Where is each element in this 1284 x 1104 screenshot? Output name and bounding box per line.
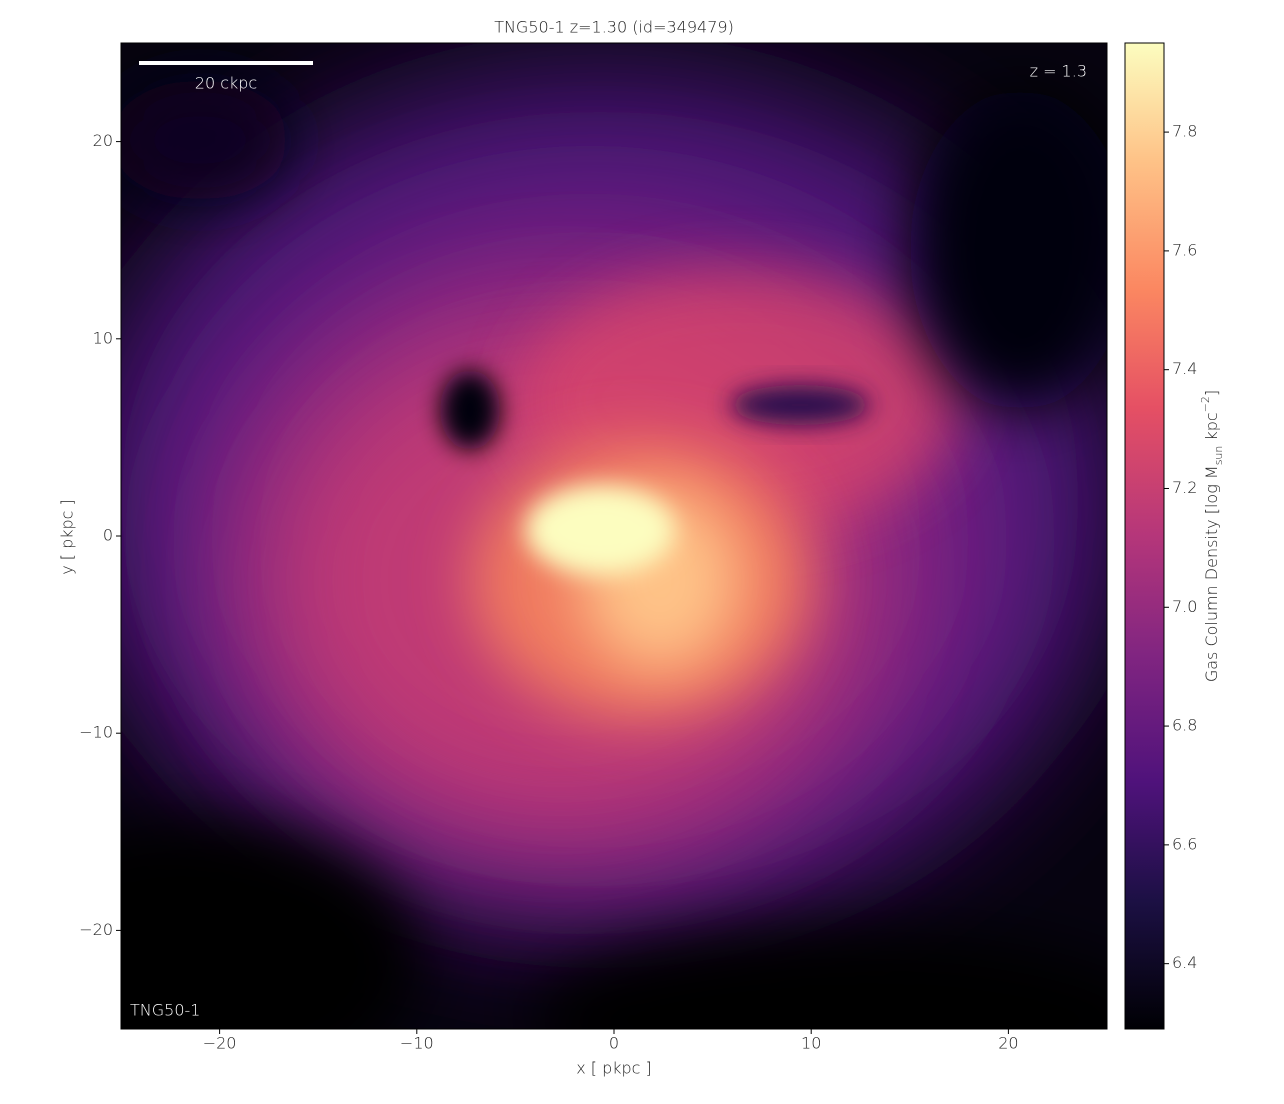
colorbar-tick-label: 7.6	[1172, 240, 1197, 259]
colorbar-tick-label: 6.6	[1172, 834, 1197, 853]
colorbar-tick-label: 6.8	[1172, 716, 1197, 735]
x-tick-label: 20	[998, 1034, 1018, 1053]
y-tick-label: −20	[79, 920, 113, 939]
colorbar-tick-label: 7.8	[1172, 122, 1197, 141]
redshift-label: z = 1.3	[1030, 62, 1087, 81]
colorbar	[1124, 42, 1165, 1030]
simulation-label: TNG50-1	[130, 1001, 200, 1020]
x-tick-label: 10	[801, 1034, 821, 1053]
colorbar-tick-label: 7.2	[1172, 478, 1197, 497]
colorbar-label-end: ]	[1202, 390, 1221, 396]
colorbar-tick-label: 7.0	[1172, 597, 1197, 616]
x-tick-label: −10	[400, 1034, 434, 1053]
colorbar-tick-label: 6.4	[1172, 953, 1197, 972]
x-axis-label: x [ pkpc ]	[576, 1059, 652, 1078]
y-tick-label: 10	[93, 328, 113, 347]
colorbar-label-sup: −2	[1199, 396, 1212, 412]
density-map	[121, 43, 1107, 1029]
x-tick-label: −20	[203, 1034, 237, 1053]
colorbar-label: Gas Column Density [log Msun kpc−2]	[1199, 390, 1225, 682]
y-tick-label: −10	[79, 723, 113, 742]
y-tick-label: 20	[93, 131, 113, 150]
scale-bar-label: 20 ckpc	[195, 74, 257, 93]
chart-title: TNG50-1 z=1.30 (id=349479)	[494, 18, 734, 37]
colorbar-label-text: Gas Column Density [log M	[1202, 465, 1221, 682]
colorbar-label-sub: sun	[1212, 446, 1225, 466]
y-tick-label: 0	[103, 526, 113, 545]
x-tick-label: 0	[609, 1034, 619, 1053]
colorbar-tick-label: 7.4	[1172, 359, 1197, 378]
y-axis-label: y [ pkpc ]	[58, 499, 77, 575]
colorbar-label-mid: kpc	[1202, 412, 1221, 445]
